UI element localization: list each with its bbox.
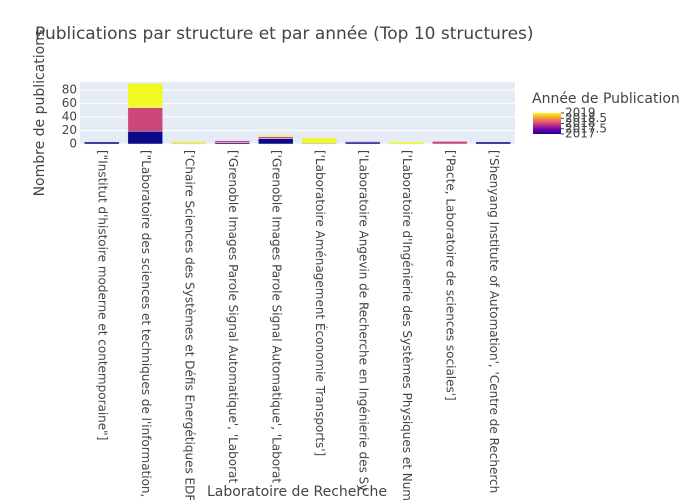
x-tick-label: ['Pacte, Laboratoire de sciences sociale… <box>443 150 457 401</box>
colorbar-tick-label: 2017 <box>565 127 596 141</box>
bar-segment <box>127 107 163 132</box>
x-tick-label: ['Grenoble Images Parole Signal Automati… <box>269 150 283 483</box>
bar-segment <box>258 134 294 137</box>
bar-segment <box>388 141 424 145</box>
bar-segment <box>84 141 120 145</box>
bar-segment <box>432 141 468 145</box>
x-tick-label: ['Laboratoire Angevin de Recherche en In… <box>356 150 370 491</box>
colorbar-tick-label: 2017.5 <box>565 121 607 135</box>
y-tick-label: 60 <box>62 96 77 110</box>
bar-segment <box>171 141 207 144</box>
y-tick-label: 20 <box>62 123 77 137</box>
bar-segment <box>345 141 381 143</box>
colorbar-tick-label: 2018.5 <box>565 111 607 125</box>
bar-segment <box>301 137 337 144</box>
x-tick-label: ['Laboratoire d'Ingénierie des Systèmes … <box>400 150 414 500</box>
bar-segment <box>127 83 163 108</box>
bar-segment <box>432 140 468 142</box>
bar-segment <box>127 130 163 145</box>
x-tick-label: ['Chaire Sciences des Systèmes et Défis … <box>182 150 196 500</box>
x-tick-label: ["Laboratoire des sciences et techniques… <box>139 150 153 497</box>
bar-segment <box>258 136 294 139</box>
y-tick-label: 80 <box>62 83 77 97</box>
colorbar-tick-label: 2019 <box>565 106 596 120</box>
chart-title: Publications par structure et par année … <box>35 24 534 44</box>
bar-segment <box>258 138 294 145</box>
y-tick-label: 40 <box>62 110 77 124</box>
colorbar-title: Année de Publication <box>532 91 680 107</box>
bar-segment <box>475 141 511 145</box>
bar-segment <box>345 141 381 145</box>
bar-segment <box>214 140 250 143</box>
colorbar <box>533 113 561 134</box>
colorbar-tick-label: 2018 <box>565 116 596 130</box>
x-tick-label: ['Laboratoire Aménagement Économie Trans… <box>313 150 328 456</box>
y-axis-label: Nombre de publications <box>32 30 48 197</box>
x-tick-label: ['Shenyang Institute of Automation', 'Ce… <box>487 150 501 493</box>
x-tick-label: ["Institut d'histoire moderne et contemp… <box>95 150 109 440</box>
x-tick-label: ['Grenoble Images Parole Signal Automati… <box>226 150 240 483</box>
y-tick-label: 0 <box>69 137 77 151</box>
x-axis-label: Laboratoire de Recherche <box>207 484 387 500</box>
